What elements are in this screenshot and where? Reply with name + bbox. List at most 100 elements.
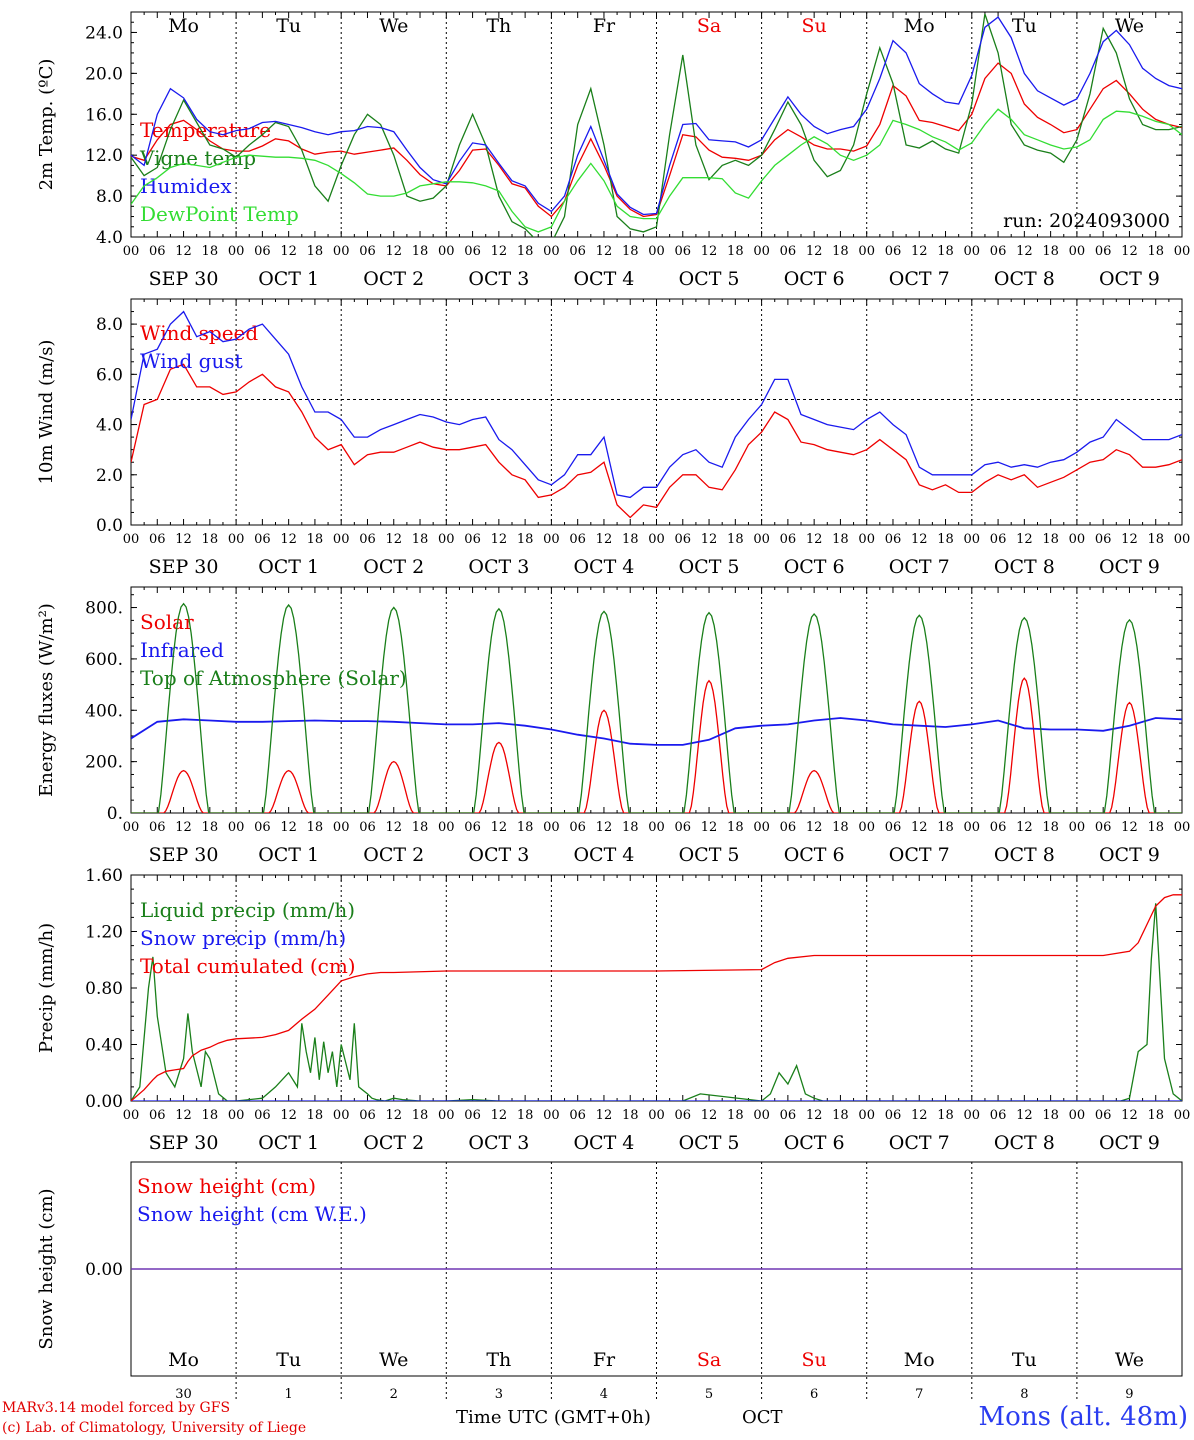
- date-label: OCT 8: [994, 1132, 1055, 1154]
- hour-tick-label: 18: [1042, 244, 1059, 259]
- y-tick-label: 24.0: [85, 23, 123, 43]
- date-label: SEP 30: [149, 268, 219, 290]
- hour-tick-label: 00: [753, 820, 770, 835]
- hour-tick-label: 00: [228, 532, 245, 547]
- hour-tick-label: 18: [832, 532, 849, 547]
- date-number: 6: [810, 1387, 818, 1402]
- y-tick-label: 200.: [85, 753, 123, 773]
- date-label: OCT 7: [889, 268, 950, 290]
- hour-tick-label: 12: [280, 820, 297, 835]
- hour-tick-label: 06: [675, 244, 692, 259]
- y-tick-label: 0.00: [85, 1260, 123, 1280]
- day-label: Tu: [276, 15, 301, 37]
- date-label: SEP 30: [149, 556, 219, 578]
- hour-tick-label: 18: [727, 532, 744, 547]
- date-label: OCT 3: [468, 556, 529, 578]
- legend-entry: Humidex: [140, 174, 232, 198]
- hour-tick-label: 00: [123, 1108, 140, 1123]
- hour-tick-label: 12: [806, 532, 823, 547]
- y-tick-label: 600.: [85, 650, 123, 670]
- y-tick-label: 800.: [85, 599, 123, 619]
- y-tick-label: 1.20: [85, 923, 123, 943]
- date-label: OCT 1: [258, 556, 319, 578]
- hour-tick-label: 06: [464, 244, 481, 259]
- hour-tick-label: 12: [1121, 244, 1138, 259]
- date-label: OCT 9: [1099, 556, 1160, 578]
- hour-tick-label: 00: [858, 532, 875, 547]
- hour-tick-label: 00: [543, 820, 560, 835]
- day-label: Mo: [904, 15, 935, 37]
- date-number: 4: [600, 1387, 608, 1402]
- series-line: [131, 13, 1182, 237]
- date-label: OCT 7: [889, 1132, 950, 1154]
- hour-tick-label: 18: [517, 1108, 534, 1123]
- hour-tick-label: 18: [727, 1108, 744, 1123]
- date-number: 8: [1020, 1387, 1028, 1402]
- hour-tick-label: 06: [780, 820, 797, 835]
- hour-tick-label: 00: [1174, 820, 1191, 835]
- hour-tick-label: 12: [491, 820, 508, 835]
- hour-tick-label: 00: [333, 820, 350, 835]
- hour-tick-label: 18: [202, 244, 219, 259]
- y-tick-label: 0.80: [85, 979, 123, 999]
- hour-tick-label: 18: [1147, 1108, 1164, 1123]
- hour-tick-label: 00: [438, 532, 455, 547]
- hour-tick-label: 18: [307, 820, 324, 835]
- hour-tick-label: 18: [937, 532, 954, 547]
- hour-tick-label: 00: [1069, 1108, 1086, 1123]
- hour-tick-label: 06: [885, 820, 902, 835]
- date-number: 9: [1125, 1387, 1133, 1402]
- date-number: 2: [390, 1387, 398, 1402]
- hour-tick-label: 12: [1016, 1108, 1033, 1123]
- day-label: Mo: [904, 1349, 935, 1371]
- y-tick-label: 0.00: [85, 1092, 123, 1112]
- hour-tick-label: 00: [543, 1108, 560, 1123]
- y-axis-title: 10m Wind (m/s): [36, 340, 57, 485]
- hour-tick-label: 06: [1095, 820, 1112, 835]
- date-label: SEP 30: [149, 844, 219, 866]
- hour-tick-label: 12: [1121, 820, 1138, 835]
- hour-tick-label: 00: [123, 820, 140, 835]
- legend-entry: Top of Atmosphere (Solar): [140, 666, 407, 690]
- hour-tick-label: 06: [254, 1108, 271, 1123]
- hour-tick-label: 18: [832, 244, 849, 259]
- date-label: OCT 9: [1099, 844, 1160, 866]
- legend-entry: Wind gust: [140, 349, 243, 373]
- hour-tick-label: 12: [701, 244, 718, 259]
- hour-tick-label: 18: [622, 532, 639, 547]
- y-tick-label: 6.0: [96, 365, 123, 385]
- series-line: [131, 602, 1182, 813]
- hour-tick-label: 12: [911, 1108, 928, 1123]
- date-label: OCT 5: [679, 268, 740, 290]
- hour-tick-label: 18: [1042, 1108, 1059, 1123]
- hour-tick-label: 00: [543, 244, 560, 259]
- hour-tick-label: 00: [648, 244, 665, 259]
- legend-entry: Liquid precip (mm/h): [140, 898, 355, 922]
- day-label: We: [1115, 1349, 1144, 1371]
- date-label: OCT 2: [363, 1132, 424, 1154]
- date-label: OCT 5: [679, 844, 740, 866]
- hour-tick-label: 00: [753, 244, 770, 259]
- date-label: OCT 9: [1099, 1132, 1160, 1154]
- series-line: [131, 903, 1182, 1101]
- hour-tick-label: 12: [1121, 1108, 1138, 1123]
- hour-tick-label: 18: [622, 1108, 639, 1123]
- hour-tick-label: 18: [622, 820, 639, 835]
- hour-tick-label: 12: [596, 532, 613, 547]
- hour-tick-label: 12: [280, 532, 297, 547]
- date-label: OCT 1: [258, 844, 319, 866]
- legend-entry: Snow height (cm): [137, 1174, 316, 1198]
- hour-tick-label: 12: [1121, 532, 1138, 547]
- legend-entry: Wind speed: [140, 321, 258, 345]
- hour-tick-label: 18: [937, 244, 954, 259]
- day-label: Su: [802, 1349, 827, 1371]
- hour-tick-label: 06: [675, 532, 692, 547]
- hour-tick-label: 06: [359, 532, 376, 547]
- hour-tick-label: 06: [149, 532, 166, 547]
- series-line: [131, 62, 1182, 218]
- hour-tick-label: 18: [202, 820, 219, 835]
- hour-tick-label: 18: [832, 1108, 849, 1123]
- hour-tick-label: 06: [569, 1108, 586, 1123]
- hour-tick-label: 12: [1016, 244, 1033, 259]
- hour-tick-label: 12: [385, 1108, 402, 1123]
